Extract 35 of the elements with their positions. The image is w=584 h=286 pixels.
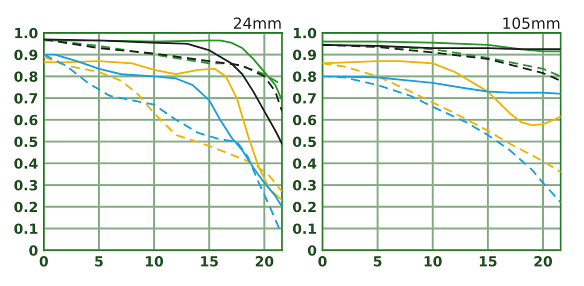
y-tick-label: 1.0 — [15, 28, 38, 38]
x-tick-label: 20 — [534, 256, 552, 267]
y-tick-label: 0.5 — [14, 136, 38, 148]
y-tick-label: 0.7 — [14, 93, 38, 104]
y-tick-label: 0.4 — [14, 158, 38, 169]
y-tick-label: 0.7 — [292, 93, 316, 104]
y-tick-label: 0.9 — [292, 50, 316, 60]
line-series — [322, 40, 561, 52]
y-tick-label: 0.9 — [14, 50, 38, 60]
chart-title: 24mm — [234, 17, 281, 29]
y-tick-label: 1.0 — [294, 28, 316, 38]
x-tick-label: 0 — [40, 256, 48, 267]
y-tick-label: 0.1 — [292, 223, 316, 234]
x-tick-label: 10 — [424, 256, 442, 267]
y-tick-label: 0 — [29, 245, 38, 256]
x-tick-label: 0 — [318, 256, 327, 267]
y-tick-label: 0.2 — [292, 202, 316, 212]
y-tick-label: 0.6 — [14, 114, 38, 126]
y-tick-label: 0.8 — [292, 71, 316, 82]
y-tick-label: 0.1 — [14, 223, 38, 234]
y-tick-label: 0.2 — [14, 202, 38, 212]
y-tick-label: 0 — [308, 245, 316, 256]
y-tick-label: 0.3 — [14, 180, 38, 191]
x-tick-label: 5 — [95, 256, 103, 267]
y-tick-label: 0.4 — [292, 158, 316, 169]
x-tick-label: 15 — [201, 256, 218, 267]
x-tick-label: 15 — [480, 256, 497, 267]
x-tick-label: 10 — [146, 256, 164, 267]
chart-title: 105mm — [503, 17, 560, 29]
y-tick-label: 0.5 — [292, 136, 316, 148]
y-tick-label: 0.8 — [14, 71, 38, 82]
y-tick-label: 0.6 — [292, 114, 316, 126]
x-tick-label: 20 — [256, 256, 274, 267]
x-tick-label: 5 — [374, 256, 382, 267]
y-tick-label: 0.3 — [292, 180, 316, 191]
